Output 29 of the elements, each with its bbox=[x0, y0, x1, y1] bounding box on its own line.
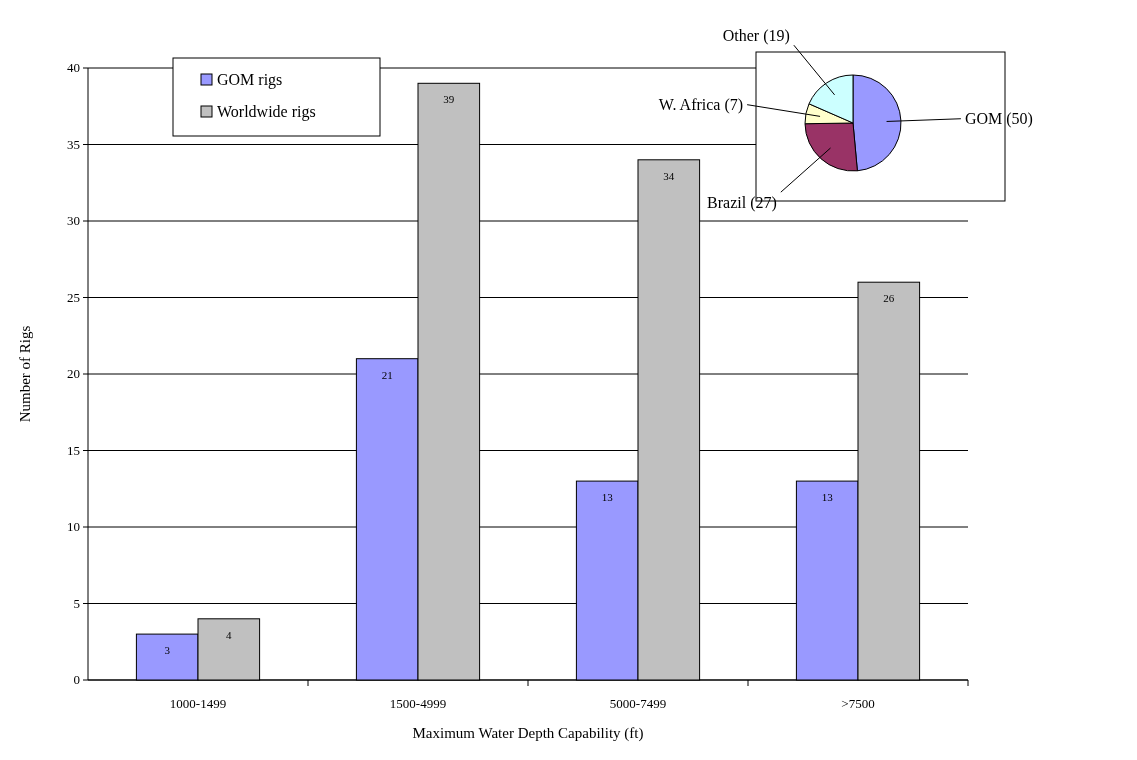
data-label: 21 bbox=[381, 368, 393, 381]
x-tick-label: 1500-4999 bbox=[389, 696, 447, 711]
data-label: 13 bbox=[821, 491, 834, 504]
y-axis-title: Number of Rigs bbox=[17, 325, 33, 423]
slice-label: Brazil (27) bbox=[707, 194, 777, 213]
y-tick-label: 0 bbox=[73, 672, 80, 687]
slice-label: GOM (50) bbox=[964, 109, 1033, 128]
data-label: 13 bbox=[601, 491, 614, 504]
data-label: 26 bbox=[883, 292, 895, 305]
slice-label: W. Africa (7) bbox=[658, 95, 744, 114]
y-tick-label: 15 bbox=[67, 442, 80, 458]
y-tick-label: 40 bbox=[67, 60, 80, 75]
data-label: 39 bbox=[443, 93, 455, 106]
data-label: 34 bbox=[663, 169, 675, 182]
data-label: 3 bbox=[164, 644, 171, 657]
y-tick-label: 30 bbox=[67, 213, 80, 228]
legend-label: Worldwide rigs bbox=[217, 103, 316, 121]
x-tick-label: >7500 bbox=[841, 696, 875, 711]
x-tick-label: 5000-7499 bbox=[609, 696, 667, 711]
y-tick-label: 20 bbox=[67, 366, 80, 381]
y-tick-label: 5 bbox=[73, 595, 80, 611]
y-tick-label: 10 bbox=[67, 519, 80, 534]
y-tick-label: 35 bbox=[67, 136, 80, 152]
slice-label: Other (19) bbox=[722, 27, 790, 46]
y-tick-label: 25 bbox=[67, 289, 80, 305]
x-tick-label: 1000-1499 bbox=[169, 696, 227, 711]
legend-label: GOM rigs bbox=[217, 71, 283, 89]
data-label: 4 bbox=[226, 628, 233, 641]
x-axis-title: Maximum Water Depth Capability (ft) bbox=[412, 725, 644, 742]
